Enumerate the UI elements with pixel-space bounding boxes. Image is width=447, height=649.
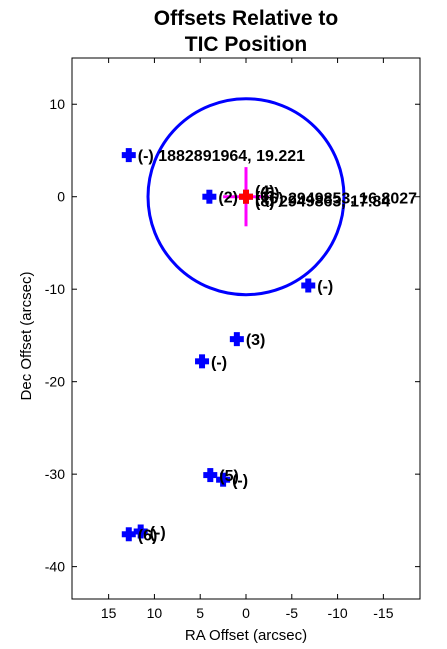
y-tick-label: 10: [49, 96, 65, 112]
overlap-label: (6): [138, 527, 158, 544]
search-circle: [146, 97, 346, 297]
point-label: (2): [218, 190, 238, 207]
chart-title-line-1: Offsets Relative to: [154, 7, 338, 30]
star-marker-v: [199, 354, 206, 369]
point-label: (-): [211, 354, 227, 371]
star-marker: [216, 472, 231, 487]
x-tick-label: 0: [242, 605, 250, 621]
x-axis-label: RA Offset (arcsec): [185, 627, 307, 644]
star-marker-v: [233, 332, 240, 347]
overlap-label: (4): [255, 184, 275, 201]
y-tick-label: -40: [45, 559, 65, 575]
star-marker-v: [206, 189, 213, 204]
plot-frame: [71, 57, 421, 600]
star-marker-v: [220, 472, 227, 487]
star-marker: [195, 354, 210, 369]
point-label: (-): [232, 473, 248, 490]
chart-title-line-2: TIC Position: [185, 33, 308, 56]
target-marker: [239, 189, 253, 204]
point-label: (5): [219, 468, 239, 485]
y-tick-label: 0: [57, 189, 65, 205]
y-tick-label: -20: [45, 374, 65, 390]
y-axis-label: Dec Offset (arcsec): [18, 272, 35, 401]
star-marker: [121, 148, 136, 163]
overlap-label: (5): [260, 186, 280, 203]
x-tick-label: -15: [373, 605, 393, 621]
point-label: (-) 1882891964, 19.221: [138, 148, 305, 165]
star-marker: [229, 332, 244, 347]
x-tick-label: 5: [196, 605, 204, 621]
target-marker-v: [243, 189, 249, 204]
point-label: (3): [246, 332, 266, 349]
point-label: (1): [255, 190, 275, 207]
star-marker: [301, 278, 316, 293]
star-marker-v: [125, 148, 132, 163]
star-marker-v: [207, 468, 214, 483]
point-label: (-): [317, 278, 333, 295]
overlap-label: (6) 2949853, 16.8027: [264, 191, 417, 208]
plot-content: [121, 97, 346, 542]
star-marker: [203, 468, 218, 483]
x-tick-label: -10: [327, 605, 347, 621]
star-marker: [133, 524, 148, 539]
x-tick-label: 15: [101, 605, 117, 621]
plot-area: (-) 1882891964, 19.221(2) (1)(-)(3)(-)(5)…: [121, 97, 417, 544]
star-marker: [202, 189, 217, 204]
overlap-label: (8) 2949863, 17.84: [255, 194, 390, 211]
star-marker-v: [137, 524, 144, 539]
y-tick-label: -10: [45, 281, 65, 297]
star-marker-v: [305, 278, 312, 293]
star-marker-v: [125, 527, 132, 542]
x-tick-label: -5: [286, 605, 299, 621]
x-tick-label: 10: [147, 605, 163, 621]
star-marker: [121, 527, 136, 542]
axes: 15 10 5 0 -5 -10 -15 10 0 -10 -20 -30 -40: [45, 57, 421, 621]
point-label: (-): [150, 524, 166, 541]
y-tick-label: -30: [45, 466, 65, 482]
